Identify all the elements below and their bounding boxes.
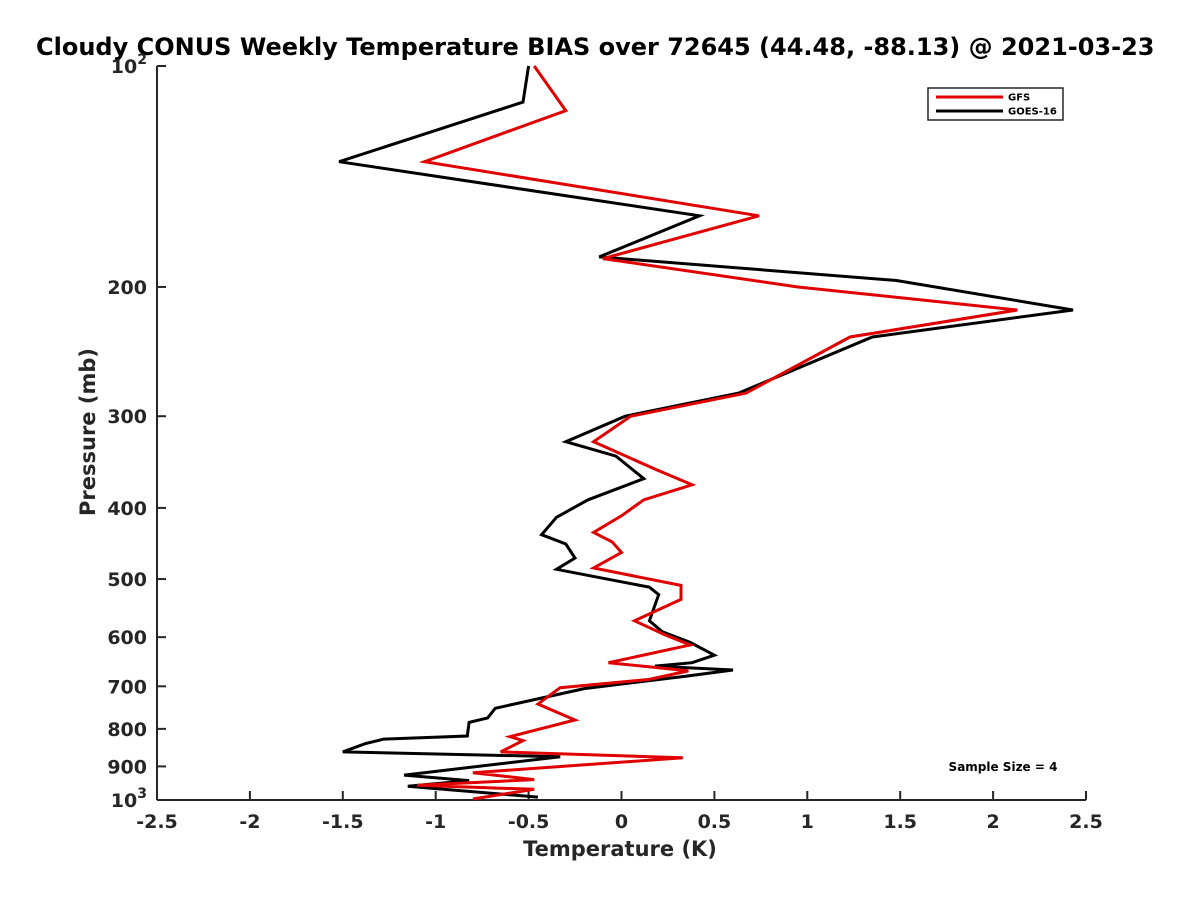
- x-tick-label: 1: [801, 811, 814, 833]
- x-axis-label: Temperature (K): [523, 837, 717, 861]
- y-axis-label: Pressure (mb): [76, 348, 100, 516]
- legend-entry: GFS: [1008, 93, 1030, 104]
- sample-size-annotation: Sample Size = 4: [949, 760, 1058, 774]
- x-tick-label: -2: [239, 811, 260, 833]
- x-tick-label: -1: [425, 811, 446, 833]
- y-tick-label: 103: [111, 786, 147, 812]
- series-line-goes-16: [338, 65, 1074, 799]
- y-tick-label: 500: [107, 569, 147, 591]
- y-tick-label: 600: [107, 627, 147, 649]
- x-tick-label: 0: [615, 811, 628, 833]
- x-tick-label: 0.5: [698, 811, 732, 833]
- y-tick-label: 800: [107, 719, 147, 741]
- y-tick-label: 900: [107, 756, 147, 778]
- x-tick-label: -0.5: [508, 811, 550, 833]
- y-tick-label: 200: [107, 277, 147, 299]
- chart-title: Cloudy CONUS Weekly Temperature BIAS ove…: [36, 33, 1154, 61]
- x-tick-label: 2: [986, 811, 999, 833]
- y-tick-label: 400: [107, 498, 147, 520]
- x-tick-label: -2.5: [136, 811, 178, 833]
- y-tick-label: 102: [111, 52, 147, 78]
- y-tick-label: 700: [107, 676, 147, 698]
- y-tick-label: 300: [107, 406, 147, 428]
- plot-area: -2.5 -2 -1.5 -1 -0.5 0 0.5 1 1.5 2 2.5 102 200 300 400…: [107, 52, 1103, 833]
- legend-box: [927, 87, 1064, 121]
- x-tick-label: -1.5: [322, 811, 364, 833]
- legend: GFS GOES-16: [927, 87, 1064, 121]
- series-line-gfs: [417, 65, 1018, 801]
- x-tick-label: 2.5: [1069, 811, 1103, 833]
- legend-entry: GOES-16: [1008, 107, 1057, 118]
- x-tick-label: 1.5: [883, 811, 917, 833]
